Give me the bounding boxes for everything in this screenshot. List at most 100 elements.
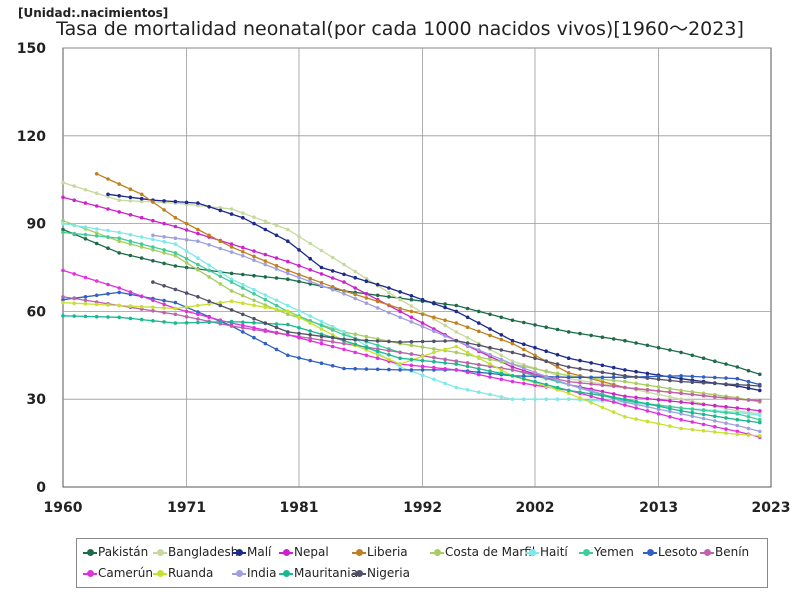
data-point [241, 330, 245, 334]
data-point [308, 333, 313, 337]
data-point [61, 268, 65, 273]
data-point [319, 338, 324, 342]
legend-label: India [247, 566, 277, 580]
data-point [735, 417, 740, 422]
data-point [207, 205, 211, 209]
data-point [477, 372, 481, 377]
data-point [566, 379, 571, 384]
data-point [252, 273, 256, 278]
data-point [173, 254, 178, 258]
data-point [690, 410, 695, 415]
data-point [465, 315, 470, 320]
data-point [409, 340, 414, 344]
data-point [645, 371, 650, 376]
data-point [184, 200, 189, 205]
plot-area [62, 47, 772, 488]
legend-marker [356, 549, 363, 556]
data-point [218, 239, 223, 243]
data-point [724, 376, 728, 380]
data-point [499, 348, 504, 352]
data-point [162, 199, 166, 203]
data-point [342, 341, 346, 346]
data-point [488, 327, 492, 331]
data-point [645, 396, 650, 401]
data-point [656, 374, 661, 379]
data-point [409, 363, 414, 368]
data-point [465, 341, 470, 345]
data-point [342, 333, 346, 337]
data-point [409, 352, 414, 356]
data-point [263, 227, 268, 232]
legend-label: Nepal [294, 545, 329, 559]
data-point [387, 303, 391, 307]
data-point [477, 343, 481, 348]
data-point [263, 219, 268, 224]
data-point [252, 287, 256, 292]
data-point [151, 305, 155, 310]
data-point [735, 429, 740, 434]
data-point [229, 319, 234, 324]
data-point [184, 305, 189, 309]
data-point [443, 347, 447, 352]
data-point [566, 388, 571, 393]
data-point [364, 279, 369, 284]
data-point [128, 316, 133, 321]
data-point [522, 370, 526, 375]
data-point [454, 338, 459, 343]
data-point [263, 297, 268, 302]
data-point [319, 248, 324, 253]
data-point [342, 347, 346, 352]
data-point [477, 367, 481, 371]
data-point [353, 367, 358, 371]
data-point [544, 374, 548, 379]
data-point [701, 422, 706, 427]
data-point [61, 314, 65, 318]
data-point [409, 343, 414, 348]
data-point [61, 300, 65, 305]
legend-label: Malí [247, 545, 272, 559]
data-point [566, 375, 571, 380]
data-point [274, 307, 279, 312]
data-point [229, 289, 234, 293]
data-point [465, 370, 470, 375]
data-point [330, 255, 335, 260]
data-point [196, 312, 200, 317]
data-point [241, 254, 245, 258]
data-point [297, 331, 301, 336]
data-point [387, 367, 391, 372]
data-point [443, 367, 447, 371]
data-point [196, 256, 200, 260]
data-point [263, 305, 268, 310]
data-point [139, 245, 144, 249]
data-point [701, 402, 706, 407]
legend-marker [157, 549, 164, 556]
data-point [252, 221, 256, 226]
data-point [117, 286, 121, 290]
data-point [353, 269, 358, 274]
data-point [263, 341, 268, 346]
data-point [387, 348, 391, 353]
data-point [196, 201, 200, 205]
data-point [488, 362, 492, 366]
legend-label: Liberia [367, 545, 408, 559]
data-point [151, 319, 155, 323]
data-point [184, 309, 189, 314]
data-point [735, 376, 740, 381]
data-point [668, 386, 672, 391]
data-point [229, 207, 234, 211]
data-point [443, 302, 447, 306]
data-point [578, 375, 582, 380]
data-point [106, 192, 110, 197]
data-point [533, 345, 537, 350]
legend-item: Nigeria [352, 566, 410, 580]
data-point [364, 296, 369, 300]
data-point [196, 268, 200, 272]
data-point [274, 303, 279, 308]
data-point [196, 262, 200, 267]
data-point [286, 259, 290, 264]
data-point [353, 342, 358, 347]
data-point [151, 245, 155, 249]
data-point [229, 271, 234, 276]
legend-marker [236, 549, 243, 556]
data-point [668, 348, 672, 352]
